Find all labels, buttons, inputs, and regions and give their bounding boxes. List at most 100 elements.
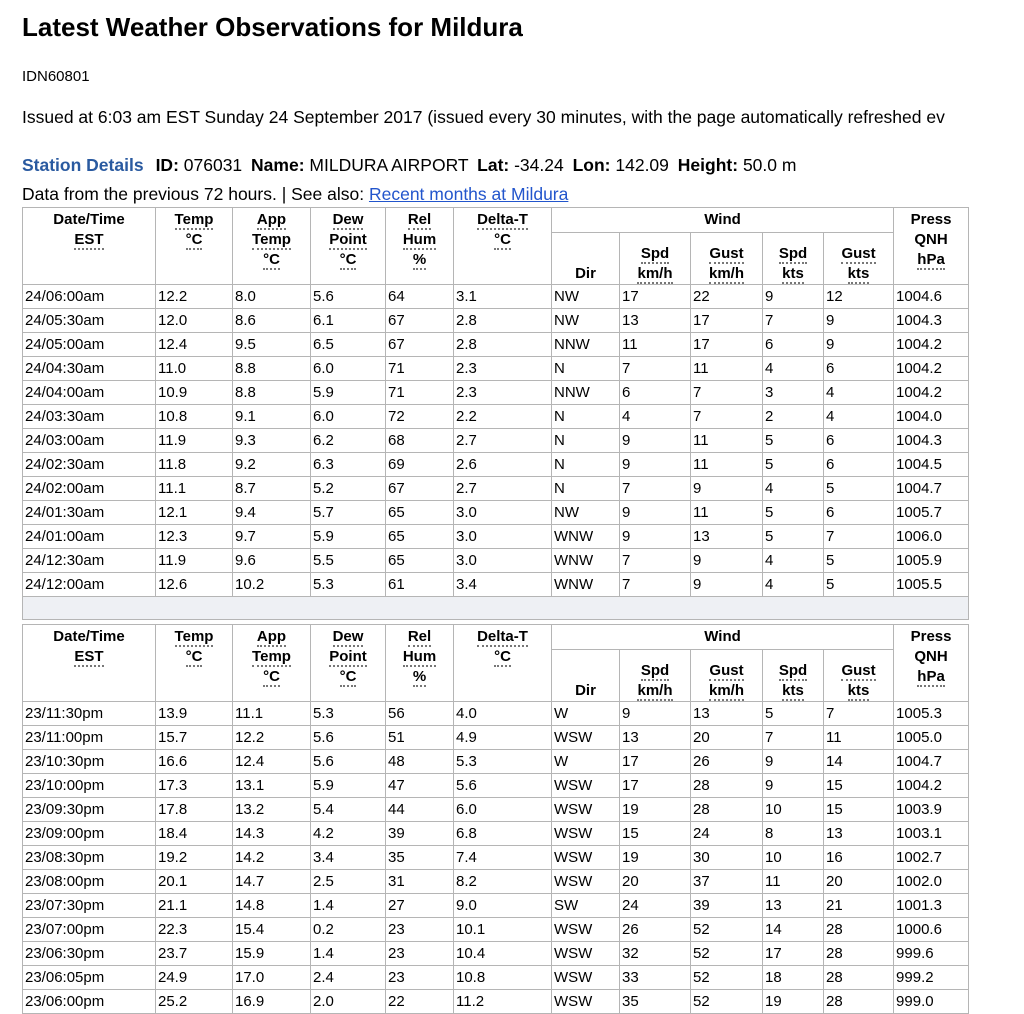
cell: 14.3: [232, 821, 311, 846]
cell: 9: [619, 452, 691, 477]
cell: 6.5: [310, 332, 386, 357]
cell: 19: [619, 845, 691, 870]
cell: 19: [762, 989, 824, 1014]
cell: 10.9: [155, 380, 233, 405]
header-text: Temp: [174, 211, 214, 230]
cell: 56: [385, 701, 454, 726]
header-text: Gust: [841, 245, 876, 264]
cell: 15: [822, 773, 895, 798]
cell: 17: [619, 749, 691, 774]
cell: 14.2: [232, 845, 311, 870]
cell: 8.8: [232, 356, 311, 381]
cell: 3.4: [453, 572, 552, 597]
cell: 52: [690, 917, 763, 942]
cell: 5.4: [310, 797, 386, 822]
cell: 5: [822, 572, 895, 597]
cell: 24/05:30am: [22, 308, 156, 333]
recent-months-link[interactable]: Recent months at Mildura: [368, 184, 569, 204]
header-text: Date/Time: [53, 211, 125, 228]
cell: 52: [690, 965, 763, 990]
data-row: 23/08:00pm 20.1 14.7 2.5 31 8.2 WSW 20 37 11 20 100…: [22, 869, 970, 894]
cell: N: [551, 356, 620, 381]
table-head: Date/Time EST Temp °C App Temp °C Dew Point °C Rel…: [22, 624, 970, 702]
header-row: Date/Time EST Temp °C App Temp °C Dew Point °C Rel…: [22, 207, 970, 285]
cell: 6.2: [310, 428, 386, 453]
cell: 12.6: [155, 572, 233, 597]
header-text: Temp: [252, 231, 291, 250]
cell: 6: [762, 332, 824, 357]
field-value: 076031: [183, 155, 243, 175]
data-row: 23/06:00pm 25.2 16.9 2.0 22 11.2 WSW 35 52 19 28 99…: [22, 989, 970, 1014]
cell: 9: [619, 428, 691, 453]
cell: 11: [822, 725, 895, 750]
cell: 7.4: [453, 845, 552, 870]
header-text: Delta-T: [477, 211, 528, 230]
cell: N: [551, 452, 620, 477]
cell: 65: [385, 548, 454, 573]
data-row: 24/05:00am 12.4 9.5 6.5 67 2.8 NNW 11 17 6 9 1004.2: [22, 332, 970, 357]
cell: 9: [619, 524, 691, 549]
cell: 22: [385, 989, 454, 1014]
cell: 28: [822, 965, 895, 990]
cell: 11.2: [453, 989, 552, 1014]
cell: 10.4: [453, 941, 552, 966]
cell: 2.3: [453, 380, 552, 405]
cell: 13: [619, 308, 691, 333]
cell: 7: [619, 356, 691, 381]
cell: SW: [551, 893, 620, 918]
header-text: App: [256, 211, 287, 230]
cell: 10.1: [453, 917, 552, 942]
header-text: Date/Time: [53, 628, 125, 645]
cell: 24/06:00am: [22, 284, 156, 309]
header-text: °C: [263, 668, 280, 687]
header-text: QNH: [914, 648, 948, 665]
cell: 7: [822, 524, 895, 549]
cell: 9.1: [232, 404, 311, 429]
cell: 23/06:30pm: [22, 941, 156, 966]
cell: N: [551, 476, 620, 501]
cell: 6.0: [310, 356, 386, 381]
column-header: App Temp °C: [232, 207, 311, 285]
data-row: 24/06:00am 12.2 8.0 5.6 64 3.1 NW 17 22 9 12 1004.6: [22, 284, 970, 309]
column-header: Dew Point °C: [310, 624, 386, 702]
header-text: App: [256, 628, 287, 647]
cell: 32: [619, 941, 691, 966]
cell: 1004.2: [893, 773, 970, 798]
station-heading: Station Details: [22, 155, 144, 175]
column-header: Dew Point °C: [310, 207, 386, 285]
cell: 1004.5: [893, 452, 970, 477]
cell: 9: [822, 308, 895, 333]
header-text: kts: [847, 682, 870, 701]
cell: 9: [690, 476, 763, 501]
cell: 8.8: [232, 380, 311, 405]
cell: 44: [385, 797, 454, 822]
cell: NNW: [551, 332, 620, 357]
column-header: Temp °C: [155, 207, 233, 285]
column-header: Spd km/h: [619, 649, 691, 702]
column-header: Press QNH hPa: [893, 207, 970, 285]
cell: 17: [690, 308, 763, 333]
field-value: -34.24: [514, 155, 564, 175]
cell: 19: [619, 797, 691, 822]
column-header: Gust kts: [822, 649, 895, 702]
cell: 17.0: [232, 965, 311, 990]
cell: 9: [619, 701, 691, 726]
cell: 17.8: [155, 797, 233, 822]
cell: 24/12:00am: [22, 572, 156, 597]
cell: 37: [690, 869, 763, 894]
cell: 11: [619, 332, 691, 357]
cell: 7: [619, 548, 691, 573]
field-label: Lat:: [477, 155, 510, 175]
cell: 65: [385, 500, 454, 525]
cell: 12.4: [232, 749, 311, 774]
cell: 5.2: [310, 476, 386, 501]
column-header: Dir: [551, 232, 620, 285]
cell: 23.7: [155, 941, 233, 966]
cell: 11: [762, 869, 824, 894]
column-header: Rel Hum%: [385, 624, 454, 702]
column-header: Gust kts: [822, 232, 895, 285]
data-row: 23/08:30pm 19.2 14.2 3.4 35 7.4 WSW 19 30 10 16 100…: [22, 845, 970, 870]
cell: 51: [385, 725, 454, 750]
table-body: 23/11:30pm 13.9 11.1 5.3 56 4.0 W 9 13 5 7 1005.3 23…: [22, 701, 970, 1014]
cell: 24/04:00am: [22, 380, 156, 405]
